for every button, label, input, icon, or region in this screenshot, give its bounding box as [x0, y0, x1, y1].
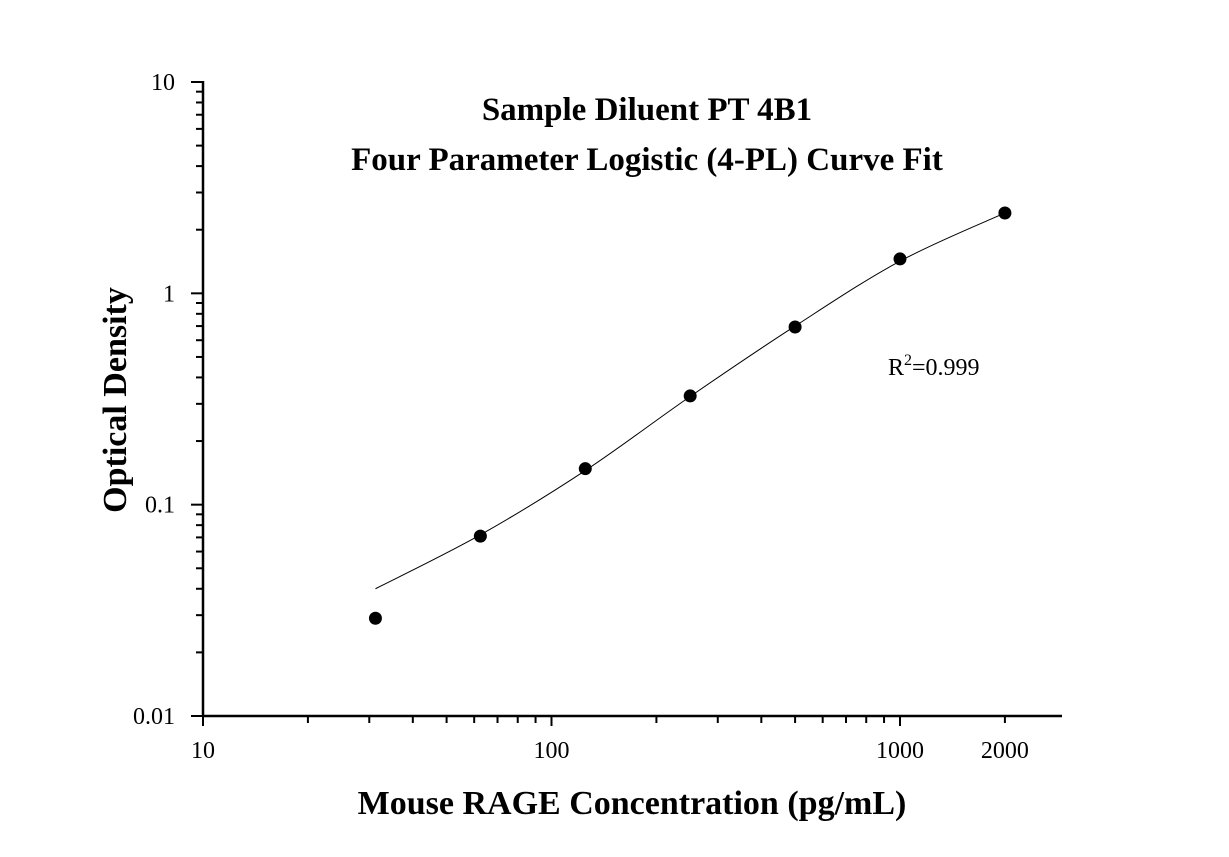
data-point: [893, 252, 907, 266]
x-tick-label: 100: [534, 738, 570, 764]
data-point: [683, 389, 697, 403]
data-point: [578, 462, 592, 476]
x-tick-label: 1000: [876, 738, 924, 764]
r-squared-annotation: R2=0.999: [888, 352, 980, 381]
data-point: [998, 206, 1012, 220]
y-tick-label: 0.01: [133, 704, 175, 730]
data-points: [368, 206, 1012, 625]
chart-title-line2: Four Parameter Logistic (4-PL) Curve Fit: [351, 142, 943, 178]
y-tick-label: 0.1: [145, 493, 175, 519]
r-superscript: 2: [904, 352, 912, 369]
ticks: 10 100 1000 2000 0.01 0.1 1 10: [133, 70, 1029, 764]
data-point: [473, 529, 487, 543]
y-tick-label: 10: [151, 70, 175, 96]
x-tick-label: 2000: [981, 738, 1029, 764]
r-label: R: [888, 355, 904, 381]
data-point: [368, 611, 382, 625]
x-axis-label: Mouse RAGE Concentration (pg/mL): [358, 785, 907, 822]
axes: [201, 81, 1062, 718]
chart-title-line1: Sample Diluent PT 4B1: [482, 92, 812, 128]
y-tick-label: 1: [163, 281, 175, 307]
data-point: [788, 320, 802, 334]
r-value: =0.999: [912, 355, 980, 381]
x-tick-label: 10: [191, 738, 215, 764]
y-axis-label: Optical Density: [97, 287, 134, 513]
